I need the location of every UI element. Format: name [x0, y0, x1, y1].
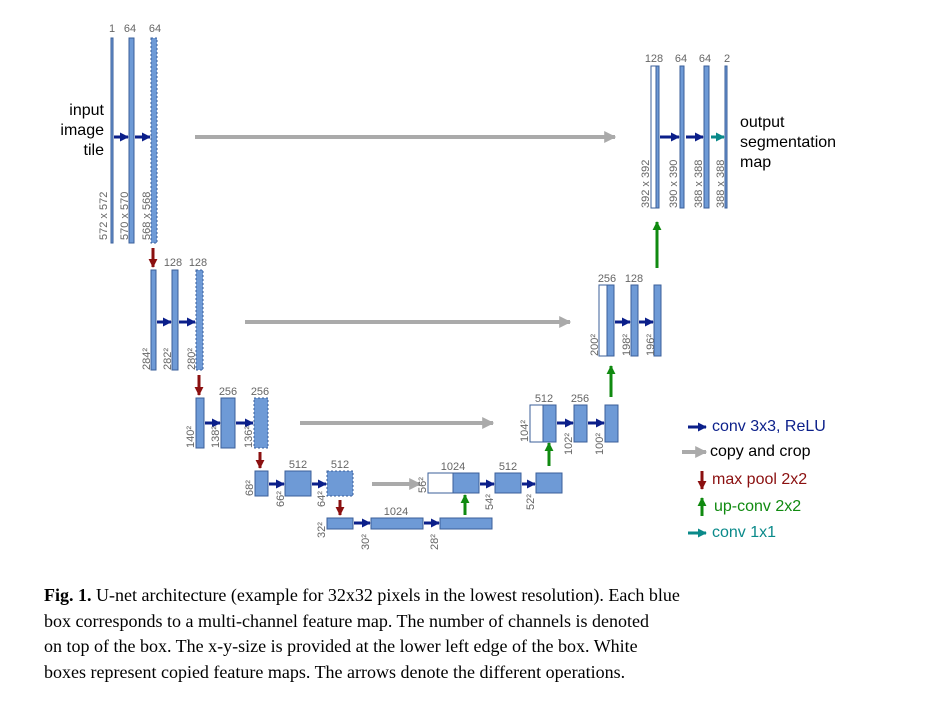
channel-label: 1024	[384, 506, 408, 518]
feature-map	[110, 37, 114, 244]
input-label: input	[69, 102, 104, 119]
size-label: 392 x 392	[640, 160, 652, 208]
size-label: 100²	[594, 433, 606, 455]
feature-map	[150, 269, 157, 371]
channel-label: 512	[331, 459, 349, 471]
size-label: 68²	[244, 480, 256, 496]
input-label: image	[60, 122, 104, 139]
feature-map	[653, 284, 662, 357]
channel-label: 128	[645, 53, 663, 65]
channel-label: 1	[109, 23, 115, 35]
size-label: 104²	[519, 420, 531, 442]
feature-map	[703, 65, 710, 209]
feature-map	[326, 470, 354, 497]
feature-map	[284, 470, 312, 497]
feature-map	[542, 404, 557, 443]
feature-map	[529, 404, 544, 443]
size-label: 102²	[563, 433, 575, 455]
caption-line: box corresponds to a multi-channel featu…	[44, 611, 649, 631]
feature-map	[150, 37, 158, 244]
legend-label: copy and crop	[710, 443, 811, 460]
feature-map	[655, 65, 660, 209]
channel-label: 1024	[441, 461, 465, 473]
size-label: 52²	[525, 494, 537, 510]
legend-label: up-conv 2x2	[714, 498, 801, 515]
input-label: tile	[84, 142, 105, 159]
feature-map	[604, 404, 619, 443]
size-label: 64²	[316, 491, 328, 507]
size-label: 66²	[275, 491, 287, 507]
layout	[110, 37, 728, 538]
feature-map	[195, 269, 204, 371]
output-label: output	[740, 114, 785, 131]
feature-map	[254, 470, 269, 497]
feature-map	[630, 284, 639, 357]
size-label: 32²	[316, 522, 328, 538]
size-label: 54²	[484, 494, 496, 510]
size-label: 30²	[360, 534, 372, 550]
legend-label: conv 3x3, ReLU	[712, 418, 826, 435]
size-label: 198²	[621, 334, 633, 356]
feature-map	[606, 284, 615, 357]
feature-map	[573, 404, 588, 443]
feature-map	[535, 472, 563, 494]
feature-map	[370, 517, 424, 530]
channel-label: 64	[699, 53, 711, 65]
size-label: 140²	[185, 426, 197, 448]
feature-map	[253, 397, 269, 449]
caption-line: on top of the box. The x-y-size is provi…	[44, 636, 638, 656]
size-label: 570 x 570	[119, 192, 131, 240]
size-label: 28²	[429, 534, 441, 550]
channel-label: 128	[164, 257, 182, 269]
caption-line: boxes represent copied feature maps. The…	[44, 662, 625, 682]
legend-label: max pool 2x2	[712, 471, 807, 488]
feature-map	[195, 397, 205, 449]
channel-label: 64	[124, 23, 136, 35]
channel-label: 64	[675, 53, 687, 65]
legend-label: conv 1x1	[712, 524, 776, 541]
output-label: map	[740, 154, 771, 171]
size-label: 282²	[162, 348, 174, 370]
channel-label: 64	[149, 23, 161, 35]
feature-map	[326, 517, 354, 530]
channel-label: 256	[219, 386, 237, 398]
channel-label: 2	[724, 53, 730, 65]
output-label: segmentation	[740, 134, 836, 151]
feature-map	[427, 472, 454, 494]
feature-map	[171, 269, 179, 371]
channel-label: 512	[535, 393, 553, 405]
channel-label: 256	[571, 393, 589, 405]
size-label: 56²	[417, 477, 429, 493]
caption-line: Fig. 1. U-net architecture (example for …	[44, 585, 680, 606]
feature-map	[220, 397, 236, 449]
feature-map	[724, 65, 728, 209]
channel-label: 512	[289, 459, 307, 471]
feature-map	[494, 472, 522, 494]
channel-label: 128	[625, 273, 643, 285]
size-label: 568 x 568	[141, 192, 153, 240]
size-label: 388 x 388	[693, 160, 705, 208]
feature-map	[679, 65, 685, 209]
size-label: 136²	[243, 426, 255, 448]
channel-label: 128	[189, 257, 207, 269]
channel-label: 512	[499, 461, 517, 473]
size-label: 388 x 388	[715, 160, 727, 208]
channel-label: 256	[598, 273, 616, 285]
size-label: 196²	[645, 334, 657, 356]
feature-map	[439, 517, 493, 530]
size-label: 284²	[141, 348, 153, 370]
feature-map	[452, 472, 480, 494]
size-label: 200²	[589, 334, 601, 356]
size-label: 280²	[186, 348, 198, 370]
channel-label: 256	[251, 386, 269, 398]
size-label: 138²	[210, 426, 222, 448]
caption-label: Fig. 1.	[44, 585, 92, 605]
size-label: 390 x 390	[668, 160, 680, 208]
caption-text: U-net architecture (example for 32x32 pi…	[96, 585, 680, 606]
feature-map	[128, 37, 135, 244]
size-label: 572 x 572	[98, 192, 110, 240]
